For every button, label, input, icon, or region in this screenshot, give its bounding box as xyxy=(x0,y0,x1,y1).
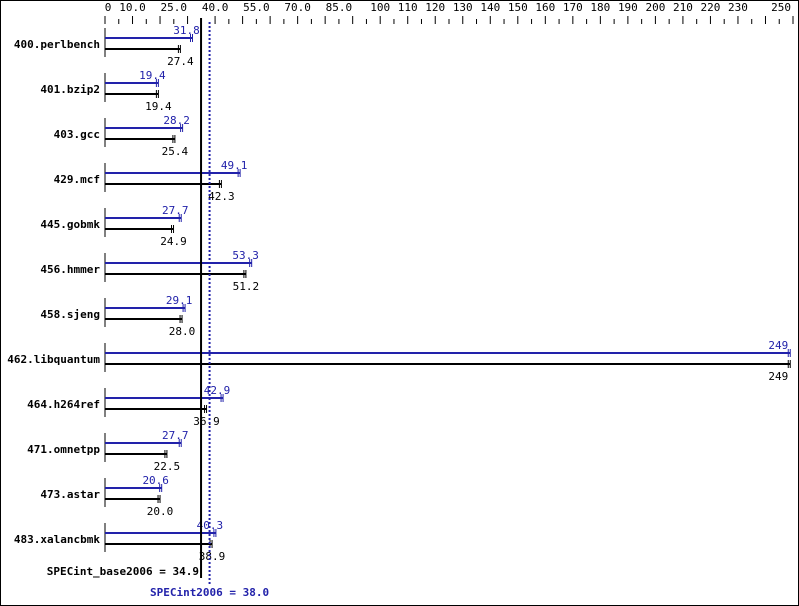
x-tick-label: 0 xyxy=(105,1,112,14)
x-tick-label: 130 xyxy=(453,1,473,14)
benchmark-label: 429.mcf xyxy=(54,173,100,186)
base-value-label: 22.5 xyxy=(154,460,181,473)
x-tick-label: 120 xyxy=(425,1,445,14)
benchmark-label: 458.sjeng xyxy=(40,308,100,321)
x-tick-label: 210 xyxy=(673,1,693,14)
base-value-label: 51.2 xyxy=(233,280,260,293)
base-value-label: 42.3 xyxy=(208,190,235,203)
peak-value-label: 53.3 xyxy=(232,249,259,262)
peak-value-label: 19.4 xyxy=(139,69,166,82)
base-value-label: 27.4 xyxy=(167,55,194,68)
x-tick-label: 25.0 xyxy=(161,1,188,14)
x-tick-label: 100 xyxy=(370,1,390,14)
x-tick-label: 110 xyxy=(398,1,418,14)
peak-value-label: 27.7 xyxy=(162,204,189,217)
base-value-label: 24.9 xyxy=(160,235,187,248)
peak-value-label: 27.7 xyxy=(162,429,189,442)
benchmark-label: 456.hmmer xyxy=(40,263,100,276)
benchmark-label: 400.perlbench xyxy=(14,38,100,51)
benchmark-label: 483.xalancbmk xyxy=(14,533,100,546)
x-tick-label: 150 xyxy=(508,1,528,14)
benchmark-label: 462.libquantum xyxy=(7,353,100,366)
peak-value-label: 28.2 xyxy=(163,114,190,127)
benchmark-label: 403.gcc xyxy=(54,128,100,141)
base-summary-label: SPECint_base2006 = 34.9 xyxy=(47,565,199,578)
x-tick-label: 70.0 xyxy=(284,1,311,14)
x-tick-label: 250 xyxy=(771,1,791,14)
peak-value-label: 40.3 xyxy=(197,519,224,532)
benchmark-label: 445.gobmk xyxy=(40,218,100,231)
x-tick-label: 220 xyxy=(701,1,721,14)
base-value-label: 25.4 xyxy=(162,145,189,158)
peak-value-label: 42.9 xyxy=(204,384,231,397)
x-tick-label: 160 xyxy=(535,1,555,14)
x-tick-label: 55.0 xyxy=(243,1,270,14)
x-tick-label: 85.0 xyxy=(326,1,353,14)
base-value-label: 38.9 xyxy=(199,550,226,563)
base-value-label: 249 xyxy=(768,370,788,383)
x-tick-label: 190 xyxy=(618,1,638,14)
x-tick-label: 170 xyxy=(563,1,583,14)
benchmark-label: 401.bzip2 xyxy=(40,83,100,96)
x-tick-label: 230 xyxy=(728,1,748,14)
base-value-label: 20.0 xyxy=(147,505,174,518)
peak-value-label: 31.8 xyxy=(173,24,200,37)
benchmark-label: 471.omnetpp xyxy=(27,443,100,456)
benchmark-label: 473.astar xyxy=(40,488,100,501)
peak-value-label: 29.1 xyxy=(166,294,193,307)
base-value-label: 28.0 xyxy=(169,325,196,338)
peak-value-label: 49.1 xyxy=(221,159,248,172)
base-value-label: 36.9 xyxy=(193,415,220,428)
benchmark-label: 464.h264ref xyxy=(27,398,100,411)
x-tick-label: 40.0 xyxy=(202,1,229,14)
x-tick-label: 200 xyxy=(645,1,665,14)
peak-value-label: 249 xyxy=(768,339,788,352)
peak-value-label: 20.6 xyxy=(142,474,169,487)
x-tick-label: 10.0 xyxy=(119,1,146,14)
peak-summary-label: SPECint2006 = 38.0 xyxy=(150,586,269,599)
x-tick-label: 140 xyxy=(480,1,500,14)
x-tick-label: 180 xyxy=(590,1,610,14)
base-value-label: 19.4 xyxy=(145,100,172,113)
